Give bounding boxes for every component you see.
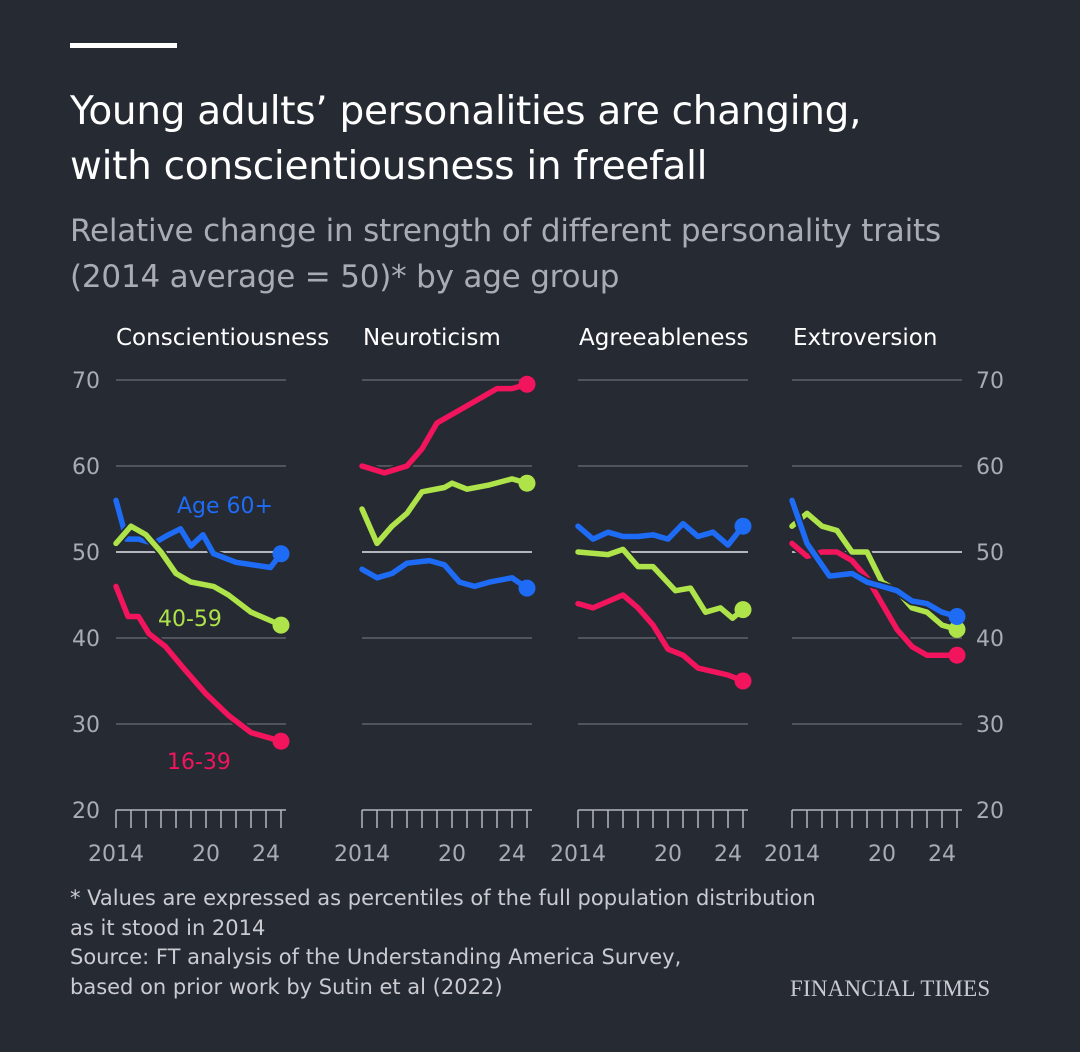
end-marker-age_16_39 [518, 375, 536, 393]
footnote-line-1: * Values are expressed as percentiles of… [70, 886, 816, 910]
series-line-age_40_59-extroversion [789, 510, 960, 633]
y-tick-label-right: 60 [976, 455, 1004, 480]
panel-title-extroversion: Extroversion [793, 325, 937, 351]
subtitle-line-2: (2014 average = 50)* by age group [70, 259, 620, 295]
y-tick-label-right: 20 [976, 799, 1004, 824]
source-line-2: based on prior work by Sutin et al (2022… [70, 974, 503, 999]
panel-title-conscientiousness: Conscientiousness [116, 325, 329, 351]
x-tick-label: 20 [192, 842, 220, 867]
y-tick-label-left: 60 [72, 455, 100, 480]
y-tick-label-right: 40 [976, 627, 1004, 652]
end-marker-age_16_39 [948, 646, 966, 664]
end-marker-age_40_59 [734, 601, 752, 619]
y-tick-label-left: 50 [72, 541, 100, 566]
x-tick-label: 2014 [550, 842, 606, 867]
title-line-1: Young adults’ personalities are changing… [70, 89, 862, 134]
series-line-age_60_plus-neuroticism [359, 557, 530, 591]
x-tick-label: 2014 [334, 842, 390, 867]
end-marker-age_40_59 [948, 620, 966, 638]
end-marker-age_60_plus [518, 579, 536, 597]
y-tick-label-left: 30 [72, 713, 100, 738]
x-tick-label: 20 [868, 842, 896, 867]
series-line-age_60_plus-agreeableness [575, 520, 746, 548]
series-line-outline [357, 379, 532, 478]
series-line-age_16_39-neuroticism [359, 381, 530, 476]
series-label-40-59: 40-59 [158, 607, 222, 632]
chart-title: Young adults’ personalities are changing… [70, 84, 862, 194]
footnote-line-2: as it stood in 2014 [70, 915, 266, 940]
end-marker-age_60_plus [272, 545, 290, 563]
series-line-age_60_plus-extroversion [789, 497, 960, 620]
x-tick-label: 2014 [88, 842, 144, 867]
y-tick-label-right: 70 [976, 369, 1004, 394]
source-line-1: Source: FT analysis of the Understanding… [70, 945, 682, 969]
series-line-age_40_59-conscientiousness [113, 523, 284, 628]
series-line-age_40_59-neuroticism [359, 476, 530, 547]
series-line-age_40_59-agreeableness [575, 546, 746, 621]
x-tick-label: 24 [498, 842, 526, 867]
end-marker-age_40_59 [518, 474, 536, 492]
end-marker-age_60_plus [948, 608, 966, 625]
panel-title-neuroticism: Neuroticism [363, 325, 501, 351]
x-tick-label: 24 [928, 842, 956, 867]
y-tick-label-left: 40 [72, 627, 100, 652]
chart-subtitle: Relative change in strength of different… [70, 208, 941, 300]
y-tick-label-right: 30 [976, 713, 1004, 738]
x-tick-label: 20 [654, 842, 682, 867]
series-label-age-60-plus: Age 60+ [177, 494, 273, 519]
x-tick-label: 24 [714, 842, 742, 867]
end-marker-age_40_59 [272, 616, 290, 634]
end-marker-age_60_plus [734, 517, 752, 535]
end-marker-age_16_39 [734, 672, 752, 690]
x-tick-label: 20 [438, 842, 466, 867]
x-tick-label: 24 [252, 842, 280, 867]
y-tick-label-left: 20 [72, 799, 100, 824]
series-line-age_16_39-conscientiousness [113, 583, 284, 744]
y-tick-label-right: 50 [976, 541, 1004, 566]
footnote: * Values are expressed as percentiles of… [70, 884, 816, 1002]
series-line-age_60_plus-conscientiousness [113, 497, 284, 571]
title-line-2: with conscientiousness in freefall [70, 144, 708, 189]
series-label-16-39: 16-39 [167, 750, 231, 775]
panel-title-agreeableness: Agreeableness [579, 325, 749, 351]
series-line-age_16_39-agreeableness [575, 592, 746, 684]
end-marker-age_16_39 [272, 732, 290, 750]
subtitle-line-1: Relative change in strength of different… [70, 213, 941, 249]
x-tick-label: 2014 [764, 842, 820, 867]
header-rule [70, 43, 177, 48]
y-tick-label-left: 70 [72, 369, 100, 394]
brand-logo: FINANCIAL TIMES [790, 976, 991, 1001]
